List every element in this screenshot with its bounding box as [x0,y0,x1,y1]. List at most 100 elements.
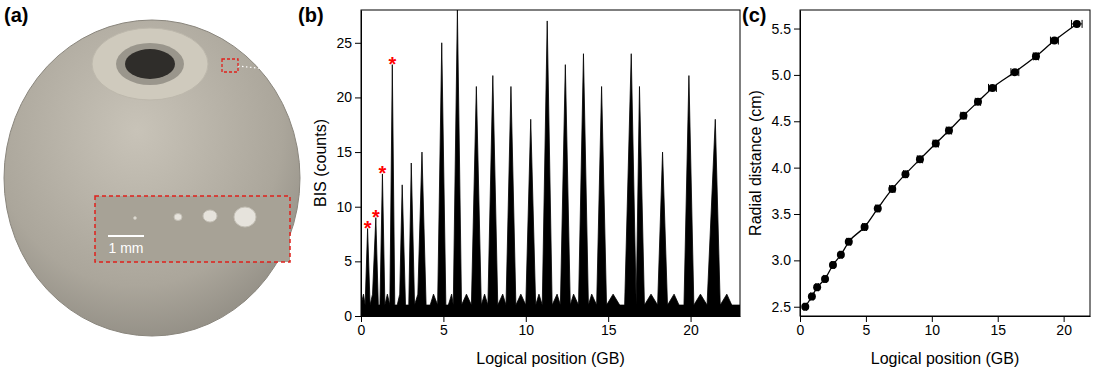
plot-area [801,20,1082,311]
tick-label: 5.5 [772,21,792,37]
tick-label: 25 [336,35,352,51]
disc-hub [92,28,208,100]
tick: 25 [336,35,361,51]
tick: 5.0 [772,67,800,83]
tick-label: 5 [440,322,448,338]
point [861,223,869,231]
tick: 0 [344,308,361,324]
point [959,112,967,120]
tick-mark [794,307,800,308]
tick-label: 5 [863,322,871,338]
x-axis-title: Logical position (GB) [871,350,1020,367]
annotation: * [388,53,396,75]
point [974,98,982,106]
tick: 4.0 [772,160,800,176]
panel-letter: (b) [298,4,324,26]
tick: 5.5 [772,21,800,37]
tick-mark [355,43,361,44]
point [1032,52,1040,60]
tick-mark [794,214,800,215]
point [901,170,909,178]
tick: 0 [358,316,366,338]
tick-mark [794,168,800,169]
tick: 20 [683,316,699,338]
point [801,303,809,311]
tick: 5 [440,316,448,338]
annotation: * [364,217,372,239]
disc-hole [125,49,175,79]
tick-label: 20 [683,322,699,338]
defect [234,207,256,227]
defect [203,210,217,222]
tick-mark [794,260,800,261]
fit-line [805,24,1077,307]
defect [174,214,182,221]
tick-label: 20 [336,89,352,105]
tick: 10 [518,316,534,338]
tick-label: 10 [518,322,534,338]
tick-label: 15 [990,322,1006,338]
track-line [238,66,296,72]
tick: 2.5 [772,299,800,315]
x-axis: 0 5 10 15 20 [797,316,1091,338]
tick: 0 [797,316,805,338]
point [888,185,896,193]
y-axis: 0510152025 [336,11,361,324]
panel-letter: (c) [742,4,766,26]
tick-label: 4.0 [772,160,792,176]
tick-mark [355,97,361,98]
inset [95,196,290,262]
tick: 10 [925,316,941,338]
plot-area [361,10,740,316]
axis-line [800,11,801,317]
tick-label: 2.5 [772,299,792,315]
error-bar [1050,37,1058,45]
tick: 3.5 [772,206,800,222]
tick-label: 0 [797,322,805,338]
scale-label: 1 mm [109,240,144,256]
y-axis-title: BIS (counts) [312,119,329,207]
tick-mark [794,29,800,30]
point [829,261,837,269]
point [1011,68,1019,76]
axis-line [801,316,1091,317]
point [932,140,940,148]
point [813,283,821,291]
y-axis-title: Radial distance (cm) [747,90,764,236]
tick-label: 15 [336,144,352,160]
disc-hub-ring [116,43,184,85]
axis-line [362,316,741,317]
tick-label: 10 [925,322,941,338]
point [988,84,996,92]
tick-mark [355,152,361,153]
x-axis-title: Logical position (GB) [476,350,625,367]
scale-bar [108,235,144,237]
tick-mark [355,261,361,262]
tick-mark [794,75,800,76]
point [837,251,845,259]
bis-area [361,10,740,316]
tick: 20 [336,89,361,105]
tick: 15 [990,316,1006,338]
axis-line [361,11,362,317]
tick-label: 3.0 [772,252,792,268]
tick-label: 0 [358,322,366,338]
panel-letter: (a) [4,4,28,26]
point [808,293,816,301]
error-bar [1011,68,1019,76]
x-axis: 05101520 [358,316,741,338]
point [916,155,924,163]
point [845,238,853,246]
tick: 5 [344,253,361,269]
point [945,127,953,135]
tick-label: 5.0 [772,67,792,83]
tick-label: 20 [1056,322,1072,338]
tick-label: 4.5 [772,113,792,129]
tick: 3.0 [772,252,800,268]
tick-label: 0 [344,308,352,324]
point [1050,37,1058,45]
disc-photo: 1 mm [4,20,300,336]
figure: 1 mm (a) 0 5 10 15 20 0 5 10 15 20 25 Logical positio… [0,0,1099,377]
annotation: * [379,162,387,184]
tick-mark [355,207,361,208]
